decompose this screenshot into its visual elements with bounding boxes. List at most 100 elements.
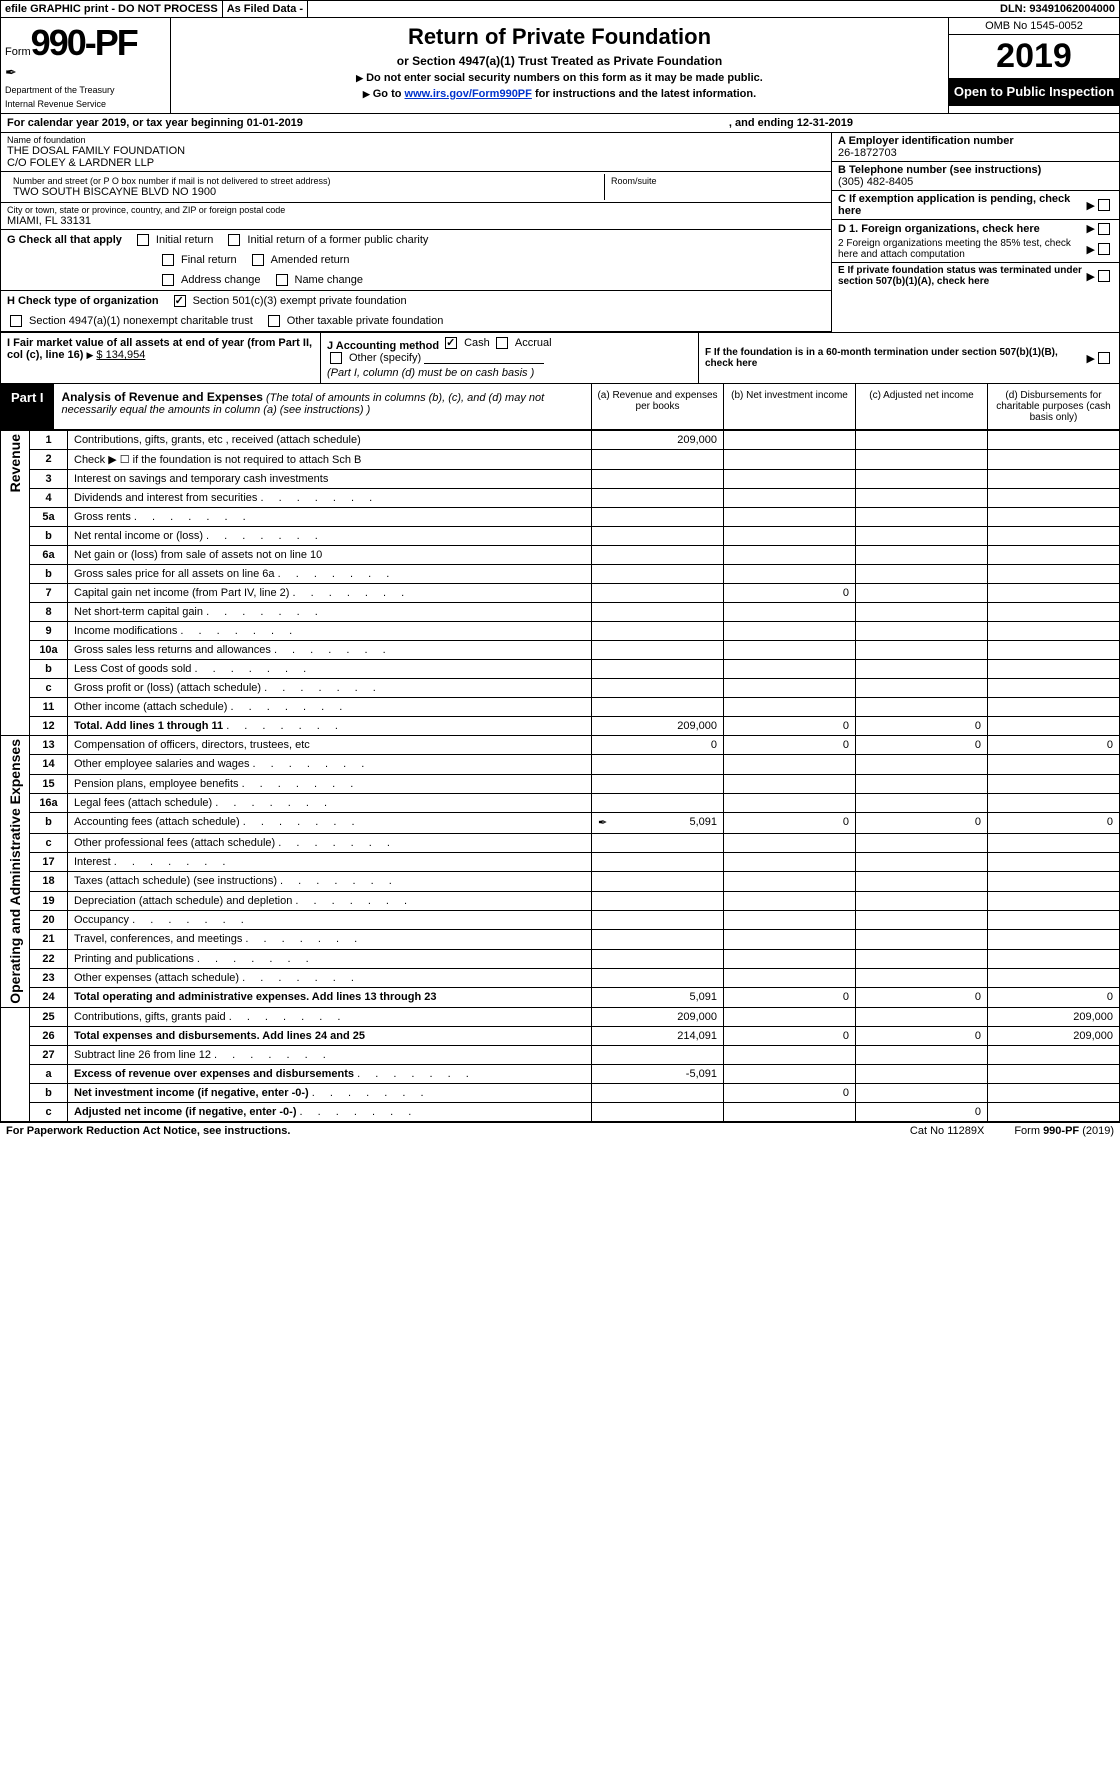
checkbox-other-acct[interactable] <box>330 352 342 364</box>
line-desc: Gross sales price for all assets on line… <box>68 565 592 584</box>
line-desc: Compensation of officers, directors, tru… <box>68 736 592 755</box>
checkbox-f[interactable] <box>1098 352 1110 364</box>
table-row: 10aGross sales less returns and allowanc… <box>1 641 1120 660</box>
col-c-value <box>856 603 988 622</box>
col-c-value: 0 <box>856 1102 988 1121</box>
col-d-value <box>988 546 1120 565</box>
col-c-value <box>856 1045 988 1064</box>
line-number: b <box>30 813 68 833</box>
col-d-value <box>988 910 1120 929</box>
checkbox-address[interactable] <box>162 274 174 286</box>
col-d-value <box>988 793 1120 812</box>
col-d-value <box>988 968 1120 987</box>
table-row: 12Total. Add lines 1 through 11 . . . . … <box>1 717 1120 736</box>
col-b-value <box>724 1064 856 1083</box>
line-desc: Travel, conferences, and meetings . . . … <box>68 930 592 949</box>
line-number: 23 <box>30 968 68 987</box>
checkbox-cash[interactable] <box>445 337 457 349</box>
checkbox-final[interactable] <box>162 254 174 266</box>
col-a-value: 214,091 <box>592 1026 724 1045</box>
footer-left: For Paperwork Reduction Act Notice, see … <box>6 1125 290 1137</box>
table-row: 14Other employee salaries and wages . . … <box>1 755 1120 774</box>
col-c-value <box>856 660 988 679</box>
line-desc: Net rental income or (loss) . . . . . . … <box>68 527 592 546</box>
line-number: 8 <box>30 603 68 622</box>
form-number: 990-PF <box>31 22 137 63</box>
col-a-value <box>592 470 724 489</box>
checkbox-e[interactable] <box>1098 270 1110 282</box>
checkbox-accrual[interactable] <box>496 337 508 349</box>
checkbox-namechange[interactable] <box>276 274 288 286</box>
col-b-value: 0 <box>724 1083 856 1102</box>
col-c-value <box>856 833 988 852</box>
year-label: 2019 <box>949 35 1119 78</box>
col-b-value <box>724 891 856 910</box>
col-c-value <box>856 679 988 698</box>
checkbox-other-tax[interactable] <box>268 315 280 327</box>
line-desc: Other professional fees (attach schedule… <box>68 833 592 852</box>
checkbox-4947[interactable] <box>10 315 22 327</box>
line-desc: Net short-term capital gain . . . . . . … <box>68 603 592 622</box>
checkbox-c[interactable] <box>1098 199 1110 211</box>
i-label: I Fair market value of all assets at end… <box>7 337 312 361</box>
addr-label: Number and street (or P O box number if … <box>13 176 598 186</box>
checkbox-former[interactable] <box>228 234 240 246</box>
instr-link[interactable]: www.irs.gov/Form990PF <box>405 88 532 100</box>
table-row: 15Pension plans, employee benefits . . .… <box>1 774 1120 793</box>
col-b-value <box>724 1102 856 1121</box>
col-d-value <box>988 679 1120 698</box>
checkbox-d1[interactable] <box>1098 223 1110 235</box>
col-d-value <box>988 872 1120 891</box>
col-c-value <box>856 431 988 450</box>
line-desc: Capital gain net income (from Part IV, l… <box>68 584 592 603</box>
ij-block: I Fair market value of all assets at end… <box>0 333 1120 383</box>
col-d-value <box>988 833 1120 852</box>
col-a-value <box>592 641 724 660</box>
col-a-value <box>592 968 724 987</box>
checkbox-initial[interactable] <box>137 234 149 246</box>
line-number: c <box>30 679 68 698</box>
line-desc: Less Cost of goods sold . . . . . . . <box>68 660 592 679</box>
col-a-value <box>592 508 724 527</box>
col-d-value <box>988 470 1120 489</box>
checkbox-501c3[interactable] <box>174 295 186 307</box>
col-b-value <box>724 565 856 584</box>
col-d-value <box>988 1064 1120 1083</box>
col-b-value <box>724 431 856 450</box>
col-c-value <box>856 793 988 812</box>
table-row: cGross profit or (loss) (attach schedule… <box>1 679 1120 698</box>
col-a-value <box>592 833 724 852</box>
col-b-value <box>724 1007 856 1026</box>
table-row: 20Occupancy . . . . . . . <box>1 910 1120 929</box>
col-d-value <box>988 891 1120 910</box>
line-desc: Net investment income (if negative, ente… <box>68 1083 592 1102</box>
col-d: (d) Disbursements for charitable purpose… <box>987 384 1119 429</box>
col-b-value <box>724 622 856 641</box>
checkbox-d2[interactable] <box>1098 243 1110 255</box>
col-a: (a) Revenue and expenses per books <box>591 384 723 429</box>
checkbox-amended[interactable] <box>252 254 264 266</box>
line-number: 25 <box>30 1007 68 1026</box>
i-value: $ 134,954 <box>96 349 145 361</box>
line-desc: Gross profit or (loss) (attach schedule)… <box>68 679 592 698</box>
col-d-value: 209,000 <box>988 1007 1120 1026</box>
line-number: 24 <box>30 988 68 1008</box>
col-a-value <box>592 622 724 641</box>
line-number: 16a <box>30 793 68 812</box>
col-a-value: 209,000 <box>592 431 724 450</box>
table-row: 16aLegal fees (attach schedule) . . . . … <box>1 793 1120 812</box>
line-number: 22 <box>30 949 68 968</box>
ein-label: A Employer identification number <box>838 135 1014 147</box>
ein-value: 26-1872703 <box>838 147 897 159</box>
line-number: 9 <box>30 622 68 641</box>
cal-text1: For calendar year 2019, or tax year begi… <box>7 117 303 129</box>
table-row: cAdjusted net income (if negative, enter… <box>1 1102 1120 1121</box>
col-a-value <box>592 755 724 774</box>
col-c-value <box>856 546 988 565</box>
form-title: Return of Private Foundation <box>177 24 942 50</box>
col-a-value <box>592 949 724 968</box>
asfiled-label: As Filed Data - <box>227 3 303 15</box>
calendar-year-row: For calendar year 2019, or tax year begi… <box>0 114 1120 133</box>
line-number: 20 <box>30 910 68 929</box>
col-d-value <box>988 450 1120 470</box>
